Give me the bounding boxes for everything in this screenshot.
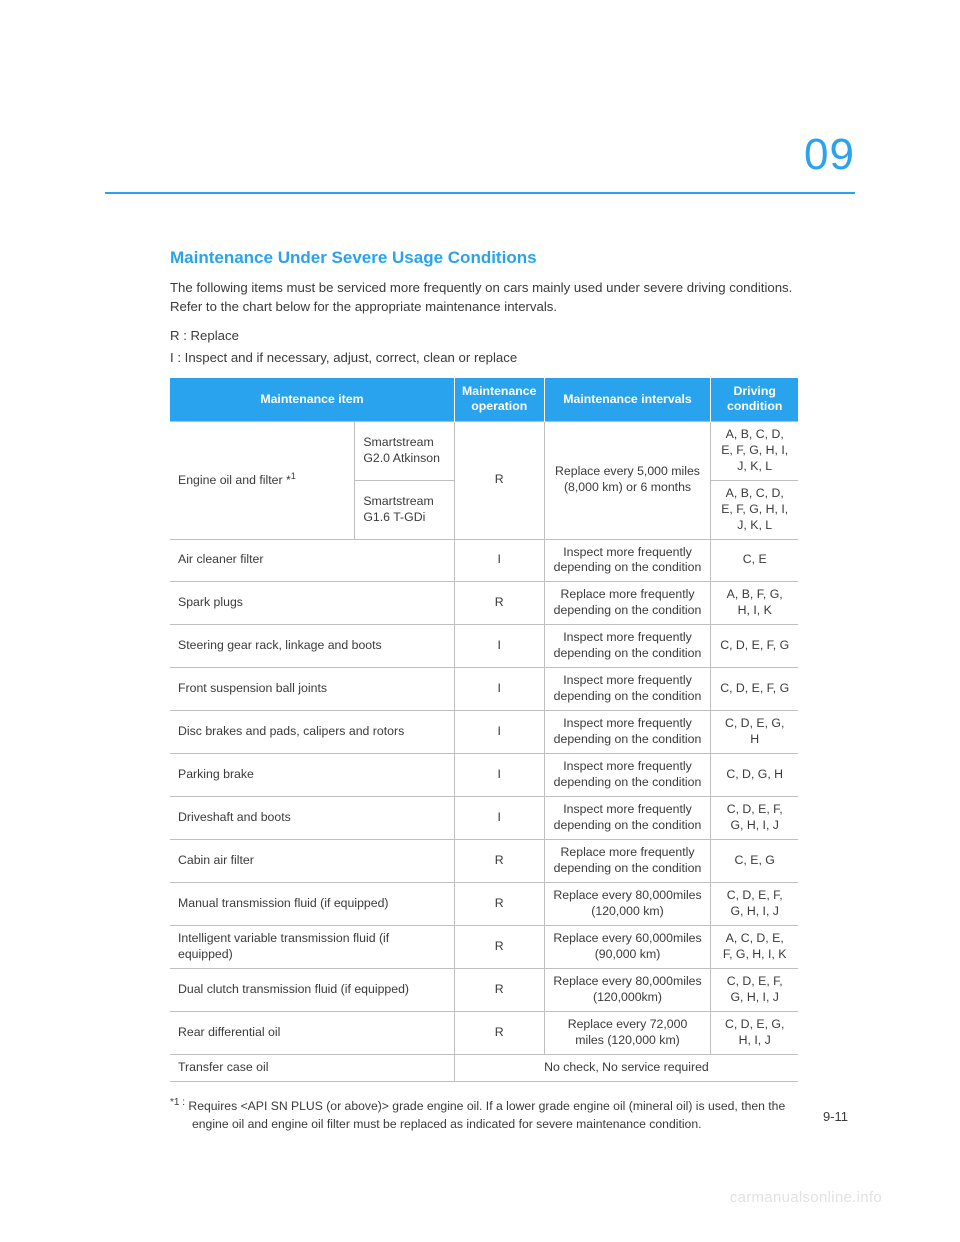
cell-interval: Inspect more frequently depending on the… (544, 797, 711, 840)
chapter-number: 09 (804, 130, 855, 180)
cell-operation: I (454, 797, 544, 840)
header-intervals: Maintenance intervals (544, 378, 711, 421)
cell-item: Cabin air filter (170, 840, 454, 883)
cell-condition: C, D, E, F, G, H, I, J (711, 969, 798, 1012)
cell-operation: I (454, 754, 544, 797)
cell-condition: C, E (711, 539, 798, 582)
legend-replace: R : Replace (170, 326, 798, 346)
table-row: Rear differential oil R Replace every 72… (170, 1012, 798, 1055)
table-row: Intelligent variable transmission fluid … (170, 926, 798, 969)
cell-item: Dual clutch transmission fluid (if equip… (170, 969, 454, 1012)
cell-operation: R (454, 840, 544, 883)
maintenance-table: Maintenance item Maintenance operation M… (170, 378, 798, 1082)
cell-condition: C, E, G (711, 840, 798, 883)
table-row: Front suspension ball joints I Inspect m… (170, 668, 798, 711)
cell-operation: R (454, 926, 544, 969)
cell-interval: Replace every 80,000miles (120,000 km) (544, 883, 711, 926)
cell-condition: C, D, E, F, G, H, I, J (711, 797, 798, 840)
cell-subitem: Smartstream G2.0 Atkinson (355, 421, 455, 480)
cell-item: Manual transmission fluid (if equipped) (170, 883, 454, 926)
page-content: Maintenance Under Severe Usage Condition… (170, 248, 798, 1134)
section-intro: The following items must be serviced mor… (170, 278, 798, 316)
cell-condition: C, D, G, H (711, 754, 798, 797)
cell-interval: Replace more frequently depending on the… (544, 582, 711, 625)
page-number: 9-11 (823, 1109, 848, 1124)
cell-condition: C, D, E, F, G (711, 625, 798, 668)
cell-subitem: Smartstream G1.6 T-GDi (355, 480, 455, 539)
table-row: Driveshaft and boots I Inspect more freq… (170, 797, 798, 840)
item-sup: 1 (291, 471, 296, 481)
cell-interval: Inspect more frequently depending on the… (544, 754, 711, 797)
table-row: Parking brake I Inspect more frequently … (170, 754, 798, 797)
table-row: Engine oil and filter *1 Smartstream G2.… (170, 421, 798, 480)
legend-inspect: I : Inspect and if necessary, adjust, co… (170, 348, 798, 368)
footnote: *1 : Requires <API SN PLUS (or above)> g… (170, 1096, 798, 1133)
cell-item: Intelligent variable transmission fluid … (170, 926, 454, 969)
table-row: Cabin air filter R Replace more frequent… (170, 840, 798, 883)
cell-item: Spark plugs (170, 582, 454, 625)
table-row: Manual transmission fluid (if equipped) … (170, 883, 798, 926)
cell-interval: Inspect more frequently depending on the… (544, 539, 711, 582)
cell-operation: R (454, 582, 544, 625)
cell-condition: A, B, F, G, H, I, K (711, 582, 798, 625)
cell-operation: R (454, 421, 544, 539)
cell-item: Steering gear rack, linkage and boots (170, 625, 454, 668)
cell-condition: C, D, E, G, H, I, J (711, 1012, 798, 1055)
header-rule (105, 192, 855, 194)
cell-operation: R (454, 1012, 544, 1055)
footnote-marker: *1 : (170, 1097, 185, 1108)
cell-interval: Inspect more frequently depending on the… (544, 625, 711, 668)
table-row: Steering gear rack, linkage and boots I … (170, 625, 798, 668)
cell-interval: Inspect more frequently depending on the… (544, 711, 711, 754)
table-row: Disc brakes and pads, calipers and rotor… (170, 711, 798, 754)
watermark: carmanualsonline.info (730, 1189, 882, 1206)
cell-interval: Replace every 5,000 miles (8,000 km) or … (544, 421, 711, 539)
table-row: Air cleaner filter I Inspect more freque… (170, 539, 798, 582)
cell-condition: A, B, C, D, E, F, G, H, I, J, K, L (711, 421, 798, 480)
cell-item: Transfer case oil (170, 1055, 454, 1082)
section-title: Maintenance Under Severe Usage Condition… (170, 248, 798, 268)
cell-item: Parking brake (170, 754, 454, 797)
cell-operation: I (454, 711, 544, 754)
cell-condition: C, D, E, G, H (711, 711, 798, 754)
cell-item: Rear differential oil (170, 1012, 454, 1055)
cell-item: Air cleaner filter (170, 539, 454, 582)
cell-operation: I (454, 625, 544, 668)
table-row: Dual clutch transmission fluid (if equip… (170, 969, 798, 1012)
cell-interval: Replace every 80,000miles (120,000km) (544, 969, 711, 1012)
cell-item: Driveshaft and boots (170, 797, 454, 840)
cell-interval: Inspect more frequently depending on the… (544, 668, 711, 711)
cell-interval: Replace every 72,000 miles (120,000 km) (544, 1012, 711, 1055)
cell-note: No check, No service required (454, 1055, 798, 1082)
cell-condition: C, D, E, F, G, H, I, J (711, 883, 798, 926)
table-row: Spark plugs R Replace more frequently de… (170, 582, 798, 625)
cell-item: Disc brakes and pads, calipers and rotor… (170, 711, 454, 754)
cell-condition: A, C, D, E, F, G, H, I, K (711, 926, 798, 969)
table-header-row: Maintenance item Maintenance operation M… (170, 378, 798, 421)
cell-item: Engine oil and filter *1 (170, 421, 355, 539)
cell-operation: R (454, 883, 544, 926)
header-condition: Driving condition (711, 378, 798, 421)
cell-operation: I (454, 668, 544, 711)
cell-condition: C, D, E, F, G (711, 668, 798, 711)
cell-item: Front suspension ball joints (170, 668, 454, 711)
cell-operation: I (454, 539, 544, 582)
item-label: Engine oil and filter * (178, 473, 291, 487)
footnote-text: Requires <API SN PLUS (or above)> grade … (188, 1099, 785, 1131)
cell-interval: Replace every 60,000miles (90,000 km) (544, 926, 711, 969)
cell-operation: R (454, 969, 544, 1012)
header-operation: Maintenance operation (454, 378, 544, 421)
header-item: Maintenance item (170, 378, 454, 421)
cell-interval: Replace more frequently depending on the… (544, 840, 711, 883)
table-row: Transfer case oil No check, No service r… (170, 1055, 798, 1082)
cell-condition: A, B, C, D, E, F, G, H, I, J, K, L (711, 480, 798, 539)
